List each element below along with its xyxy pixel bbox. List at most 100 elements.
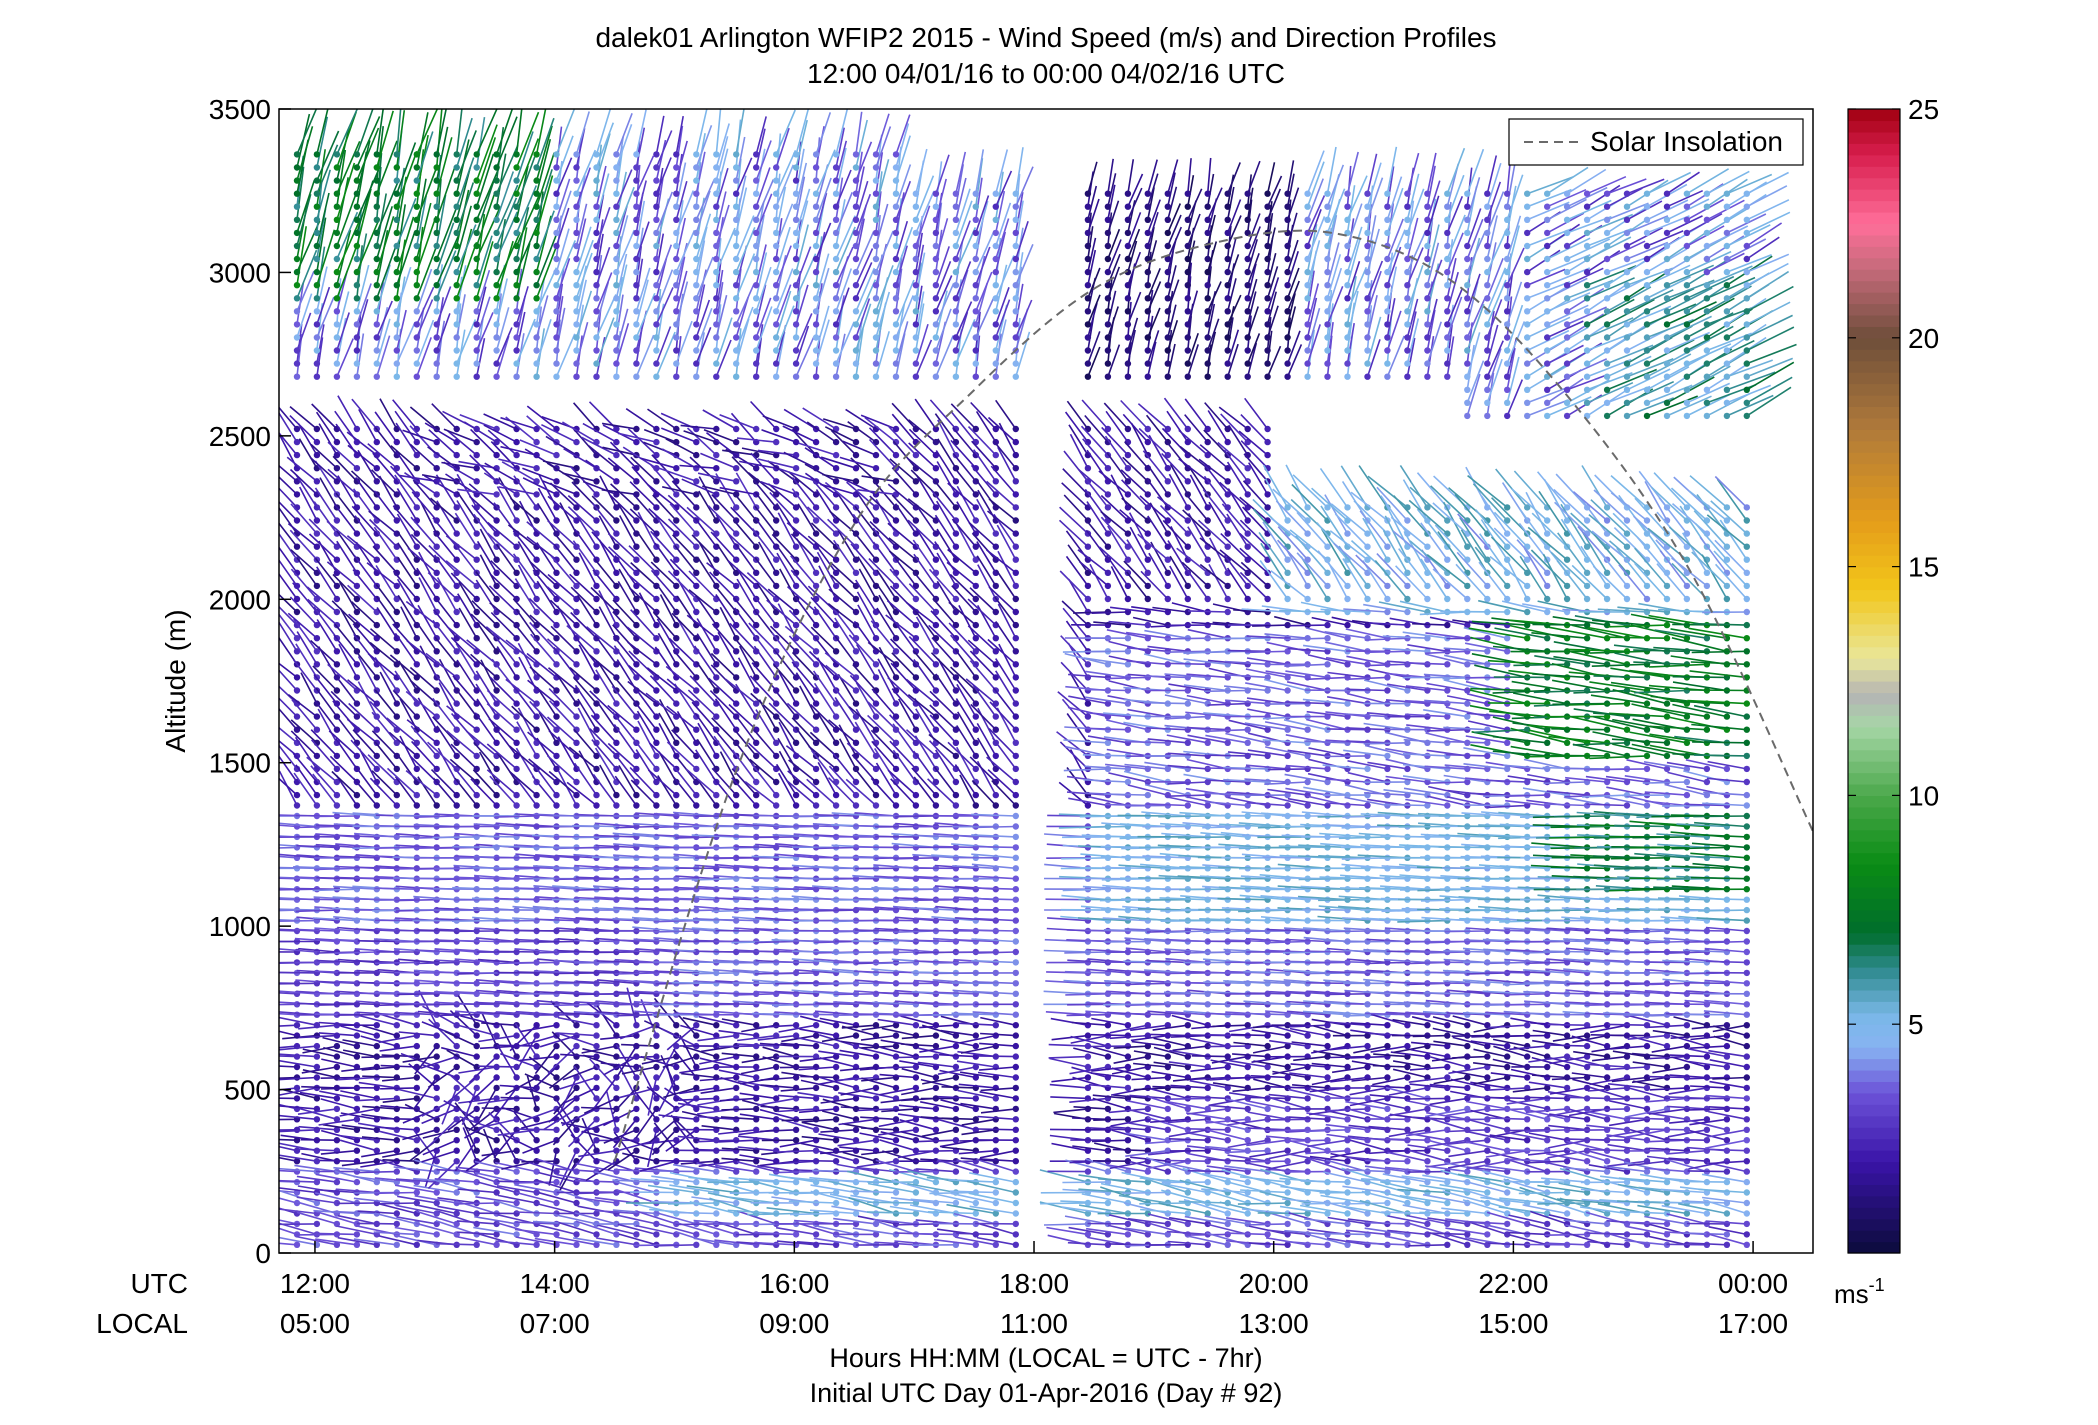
wind-barb-stick — [374, 1212, 417, 1225]
wind-barb-stick — [296, 1211, 338, 1225]
wind-barb-point — [353, 791, 361, 799]
wind-barb-stick — [374, 887, 417, 890]
wind-barb-point — [493, 151, 500, 158]
wind-barb-stick — [279, 1190, 298, 1194]
wind-barb-point — [313, 1042, 321, 1050]
wind-barb-point — [513, 700, 520, 707]
wind-barb-point — [812, 151, 820, 158]
wind-barb-stick — [361, 1136, 397, 1141]
wind-barb-stick — [398, 958, 437, 964]
wind-barb-point — [353, 1178, 361, 1186]
wind-barb-point — [792, 347, 800, 354]
wind-barb-point — [693, 334, 700, 341]
wind-barb-point — [333, 347, 341, 354]
wind-barb-point — [313, 177, 321, 184]
wind-barb-stick — [653, 825, 697, 829]
wind-barb-point — [453, 451, 460, 459]
wind-barb-point — [433, 164, 440, 171]
wind-barb-point — [613, 373, 620, 380]
wind-barb-stick — [279, 822, 317, 828]
wind-barb-point — [393, 739, 400, 746]
wind-barb-point — [473, 321, 480, 328]
wind-barb-point — [633, 373, 640, 380]
wind-barb-stick — [416, 165, 438, 221]
wind-barb-point — [673, 621, 680, 629]
wind-barb-stick — [514, 961, 557, 964]
wind-barb-stick — [575, 888, 617, 891]
wind-barb-stick — [416, 268, 433, 312]
wind-barb-point — [533, 608, 540, 616]
wind-barb-stick — [396, 151, 418, 207]
wind-barb-stick — [279, 770, 298, 806]
wind-barb-point — [393, 229, 400, 237]
wind-barb-point — [812, 308, 820, 315]
wind-barb-point — [493, 229, 500, 237]
wind-barb-point — [353, 530, 361, 537]
wind-barb-point — [313, 255, 321, 263]
wind-barb-point — [493, 164, 500, 171]
wind-barb-stick — [398, 1088, 437, 1100]
wind-barb-stick — [396, 321, 416, 364]
wind-barb-point — [513, 1199, 520, 1207]
wind-barb-point — [773, 203, 780, 210]
wind-barb-stick — [279, 824, 298, 828]
wind-barb-stick — [332, 455, 358, 482]
wind-barb-point — [553, 478, 560, 485]
wind-barb-point — [513, 373, 520, 380]
wind-barb-point — [473, 347, 480, 354]
wind-barb-stick — [318, 423, 338, 456]
wind-barb-stick — [336, 291, 350, 338]
wind-barb-point — [493, 321, 500, 328]
wind-barb-stick — [300, 672, 318, 704]
wind-barb-point — [393, 465, 400, 472]
wind-barb-stick — [279, 1242, 298, 1246]
wind-barb-point — [473, 530, 480, 537]
wind-barb-stick — [320, 1149, 357, 1155]
wind-barb-point — [733, 229, 740, 237]
wind-barb-point — [713, 1021, 720, 1029]
wind-barb-point — [673, 569, 680, 576]
wind-barb-point — [713, 1053, 720, 1060]
wind-barb-point — [493, 190, 500, 197]
wind-barb-point — [393, 347, 400, 354]
wind-barb-point — [773, 517, 780, 524]
wind-barb-point — [553, 635, 560, 642]
wind-barb-stick — [376, 596, 398, 626]
wind-barb-point — [293, 582, 301, 590]
wind-barb-point — [313, 438, 321, 446]
wind-barb-point — [713, 990, 720, 997]
wind-barb-point — [773, 1063, 780, 1071]
wind-barb-stick — [337, 1214, 377, 1225]
wind-barb-stick — [437, 1013, 477, 1017]
wind-barb-point — [493, 373, 500, 380]
wind-barb-stick — [554, 877, 597, 881]
wind-barb-point — [513, 451, 520, 459]
wind-barb-stick — [296, 166, 305, 220]
wind-barb-point — [593, 203, 600, 210]
wind-barb-point — [792, 282, 800, 289]
wind-barb-stick — [418, 989, 438, 1026]
wind-barb-point — [733, 373, 740, 380]
wind-barb-stick — [376, 182, 399, 234]
wind-barb-point — [573, 739, 580, 746]
wind-barb-stick — [279, 1219, 298, 1225]
wind-barb-stick — [279, 431, 298, 456]
wind-barb-point — [713, 1063, 720, 1071]
wind-barb-stick — [795, 981, 837, 985]
wind-barb-point — [313, 203, 321, 210]
wind-barb-stick — [339, 581, 358, 613]
wind-barb-point — [713, 1231, 720, 1238]
wind-barb-stick — [302, 1045, 338, 1054]
wind-barb-stick — [330, 690, 358, 718]
wind-barb-point — [333, 556, 341, 563]
wind-barb-stick — [396, 142, 417, 194]
wind-barb-point — [353, 268, 361, 276]
wind-barb-stick — [336, 540, 358, 574]
wind-barb-point — [493, 491, 500, 498]
wind-barb-point — [812, 661, 820, 668]
wind-barb-point — [812, 765, 820, 773]
wind-barb-point — [473, 802, 480, 809]
wind-barb-point — [353, 190, 361, 197]
wind-barb-point — [373, 360, 380, 367]
wind-barb-point — [433, 360, 440, 367]
